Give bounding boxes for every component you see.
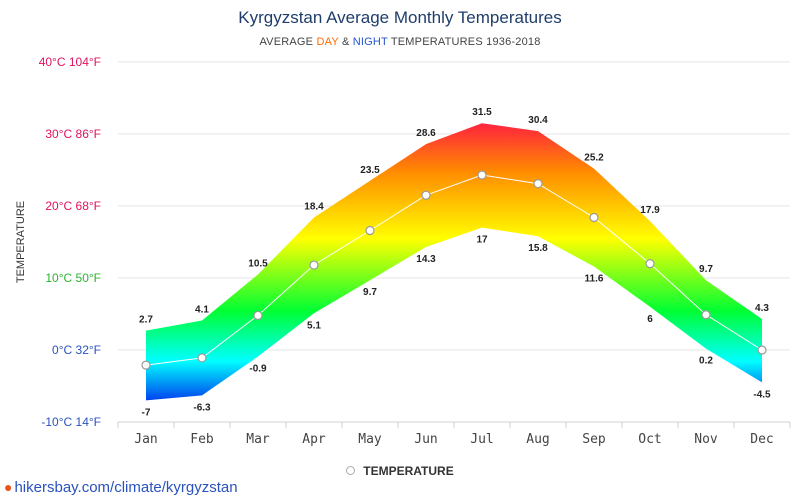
average-point <box>309 260 319 270</box>
day-value-label: 18.4 <box>304 202 324 213</box>
night-value-label: 5.1 <box>307 320 321 331</box>
average-point <box>757 345 767 355</box>
x-tick-label: Feb <box>190 432 214 447</box>
average-point <box>141 360 151 370</box>
y-axis-ticks: 40°C 104°F 30°C 86°F 20°C 68°F 10°C 50°F 0°C… <box>39 55 101 429</box>
x-tick-label: Apr <box>302 432 326 447</box>
x-tick-label: Dec <box>750 432 773 447</box>
day-value-label: 4.3 <box>755 303 769 314</box>
night-value-label: 6 <box>647 314 653 325</box>
average-point <box>253 310 263 321</box>
y-tick-label: 30°C 86°F <box>45 127 101 141</box>
x-tick-label: Jul <box>470 432 493 447</box>
night-value-label: 14.3 <box>416 254 436 265</box>
day-value-label: 2.7 <box>139 315 153 326</box>
night-value-label: -4.5 <box>753 389 771 400</box>
x-axis-ticks: Jan Feb Mar Apr May Jun Jul Aug Sep Oct Nov Dec <box>117 422 791 447</box>
day-value-label: 4.1 <box>195 304 209 315</box>
day-value-label: 25.2 <box>584 153 604 164</box>
night-value-label: 17 <box>476 235 488 246</box>
average-point <box>365 225 375 236</box>
night-value-label: -6.3 <box>193 402 211 413</box>
day-value-label: 17.9 <box>640 205 660 216</box>
source-link[interactable]: ● hikersbay.com/climate/kyrgyzstan <box>4 479 238 496</box>
subtitle-mid: & <box>338 36 353 48</box>
day-value-label: 10.5 <box>248 258 268 269</box>
night-value-label: 9.7 <box>363 287 377 298</box>
average-points <box>141 170 767 370</box>
average-line <box>145 174 763 366</box>
average-point <box>421 190 431 200</box>
day-value-label: 23.5 <box>360 165 380 176</box>
legend: TEMPERATURE <box>0 464 800 478</box>
chart-title: Kyrgyzstan Average Monthly Temperatures <box>238 8 562 27</box>
subtitle-suffix: TEMPERATURES 1936-2018 <box>387 36 541 48</box>
data-labels: 2.7 4.1 10.5 18.4 23.5 28.6 31.5 30.4 25.2 17.9 9.… <box>139 107 771 418</box>
average-point <box>645 259 655 269</box>
x-tick-label: Oct <box>638 432 661 447</box>
x-tick-label: Nov <box>694 432 718 447</box>
chart-subtitle: AVERAGE DAY & NIGHT TEMPERATURES 1936-20… <box>0 36 800 48</box>
x-tick-label: Sep <box>582 432 606 447</box>
y-tick-label: 10°C 50°F <box>45 271 101 285</box>
legend-label: TEMPERATURE <box>363 464 454 478</box>
average-point <box>533 179 543 189</box>
day-value-label: 9.7 <box>699 264 713 275</box>
average-point <box>589 212 599 223</box>
subtitle-day: DAY <box>316 36 339 48</box>
day-value-label: 31.5 <box>472 107 492 118</box>
night-value-label: 15.8 <box>528 243 548 254</box>
x-tick-label: Aug <box>526 432 549 447</box>
night-value-label: -0.9 <box>249 363 267 374</box>
day-value-label: 28.6 <box>416 128 436 139</box>
average-point <box>477 170 487 180</box>
subtitle-night: NIGHT <box>352 36 388 48</box>
y-axis-label: TEMPERATURE <box>15 201 27 283</box>
x-tick-label: Jun <box>414 432 437 447</box>
day-value-label: 30.4 <box>528 115 548 126</box>
y-tick-label: 40°C 104°F <box>39 55 101 69</box>
y-tick-label: 20°C 68°F <box>45 199 101 213</box>
x-tick-label: Jan <box>134 432 157 447</box>
map-pin-icon: ● <box>4 479 13 495</box>
y-tick-label: -10°C 14°F <box>41 415 101 429</box>
legend-marker <box>346 466 356 476</box>
night-value-label: -7 <box>142 407 151 418</box>
average-point <box>701 310 711 320</box>
y-tick-label: 0°C 32°F <box>52 343 101 357</box>
source-text: hikersbay.com/climate/kyrgyzstan <box>14 479 238 496</box>
subtitle-prefix: AVERAGE <box>259 36 317 48</box>
night-value-label: 11.6 <box>585 273 604 284</box>
x-tick-label: Mar <box>246 432 270 447</box>
average-point <box>197 353 207 363</box>
night-value-label: 0.2 <box>699 356 713 367</box>
temperature-band <box>146 123 762 401</box>
x-tick-label: May <box>358 432 382 447</box>
